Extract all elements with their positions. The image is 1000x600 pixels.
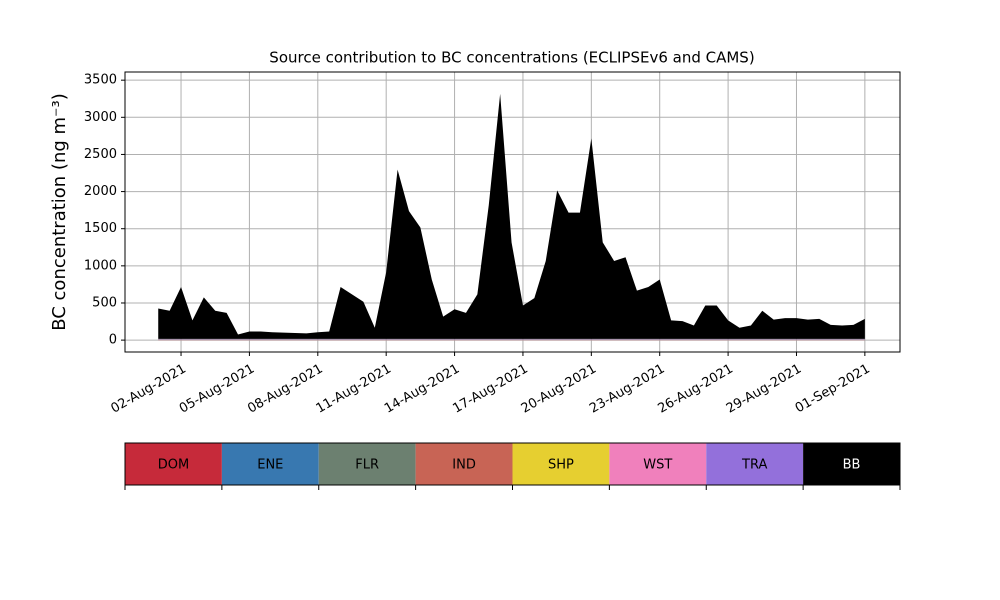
area: [158, 93, 865, 339]
x-tick-label: 20-Aug-2021: [519, 362, 599, 417]
legend-frame: [124, 442, 901, 486]
y-tick-label: 3500: [84, 73, 117, 88]
legend-label: TRA: [741, 458, 767, 473]
x-tick-label: 14-Aug-2021: [382, 362, 462, 417]
x-tick-label: 23-Aug-2021: [587, 362, 667, 417]
y-tick-label: 0: [109, 333, 117, 348]
legend-swatch: [706, 443, 804, 485]
x-tick-label: 02-Aug-2021: [108, 362, 188, 417]
x-tick-label: 26-Aug-2021: [656, 362, 736, 417]
y-axis-label: BC concentration (ng m⁻³): [49, 93, 70, 331]
legend-swatch: [221, 443, 319, 485]
y-tick-label: 500: [92, 295, 117, 310]
legend-label: FLR: [355, 458, 379, 473]
legend-label: ENE: [257, 458, 283, 473]
legend-label: BB: [843, 458, 861, 473]
x-tick-label: 05-Aug-2021: [177, 362, 257, 417]
y-tick-label: 3000: [84, 110, 117, 125]
legend-swatch: [125, 443, 222, 485]
legend-swatch: [609, 443, 707, 485]
x-tick-label: 29-Aug-2021: [724, 362, 804, 417]
legend-label: DOM: [158, 458, 189, 473]
x-tick-label: 01-Sep-2021: [793, 362, 873, 417]
legend-swatch: [512, 443, 610, 485]
x-tick-label: 11-Aug-2021: [314, 362, 394, 417]
legend-label: IND: [452, 458, 476, 473]
chart-title: Source contribution to BC concentrations…: [269, 49, 754, 67]
y-tick-label: 2000: [84, 184, 117, 199]
legend-swatch: [415, 443, 513, 485]
legend-label: SHP: [548, 458, 574, 473]
plot-frame: [124, 71, 901, 353]
y-tick-label: 1500: [84, 221, 117, 236]
x-tick-label: 08-Aug-2021: [245, 362, 325, 417]
legend-swatch: [318, 443, 416, 485]
x-tick-label: 17-Aug-2021: [450, 362, 530, 417]
legend-swatch: [803, 443, 900, 485]
legend-label: WST: [643, 458, 672, 473]
y-tick-label: 2500: [84, 147, 117, 162]
y-tick-label: 1000: [84, 258, 117, 273]
